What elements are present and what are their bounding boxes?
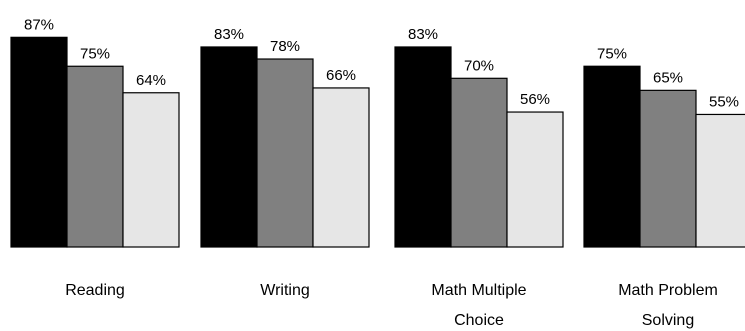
data-label-math-problem-solving-series-2: 65%: [653, 69, 683, 86]
data-label-writing-series-1: 83%: [214, 26, 244, 43]
data-label-math-problem-solving-series-1: 75%: [597, 45, 627, 62]
category-labels-layer: Reading Writing Math Multiple Choice Math Pr…: [65, 282, 718, 329]
category-label-math-problem-solving-line-1: Math Problem: [618, 282, 718, 299]
bar-math-problem-solving-series-2: [639, 89, 697, 248]
bar-reading-series-3: [122, 92, 180, 248]
bar-math-problem-solving-series-1: [583, 65, 641, 248]
data-label-reading-series-1: 87%: [24, 16, 54, 33]
bar-math-problem-solving-series-3: [695, 113, 745, 248]
bar-reading-series-2: [66, 65, 124, 248]
data-label-math-multiple-choice-series-3: 56%: [520, 91, 550, 108]
data-label-writing-series-2: 78%: [270, 38, 300, 55]
bar-writing-series-3: [312, 87, 370, 248]
bar-writing-series-2: [256, 58, 314, 248]
data-label-writing-series-3: 66%: [326, 67, 356, 84]
value-labels-layer: 87% 75% 64% 83% 78% 66% 83% 70% 56% 75% 65% 55%: [24, 16, 739, 110]
bar-math-multiple-choice-series-1: [394, 46, 452, 248]
data-label-reading-series-2: 75%: [80, 45, 110, 62]
category-label-math-multiple-choice-line-2: Choice: [454, 312, 504, 329]
category-label-math-multiple-choice-line-1: Math Multiple: [431, 282, 526, 299]
category-label-math-problem-solving-line-2: Solving: [642, 312, 694, 329]
data-label-math-multiple-choice-series-1: 83%: [408, 26, 438, 43]
bars-layer: [10, 36, 745, 248]
bar-math-multiple-choice-series-3: [506, 111, 564, 248]
data-label-math-multiple-choice-series-2: 70%: [464, 57, 494, 74]
category-label-reading: Reading: [65, 282, 125, 299]
bar-writing-series-1: [200, 46, 258, 248]
data-label-math-problem-solving-series-3: 55%: [709, 93, 739, 110]
bar-math-multiple-choice-series-2: [450, 77, 508, 248]
data-label-reading-series-3: 64%: [136, 72, 166, 89]
bar-reading-series-1: [10, 36, 68, 248]
category-label-writing: Writing: [260, 282, 310, 299]
